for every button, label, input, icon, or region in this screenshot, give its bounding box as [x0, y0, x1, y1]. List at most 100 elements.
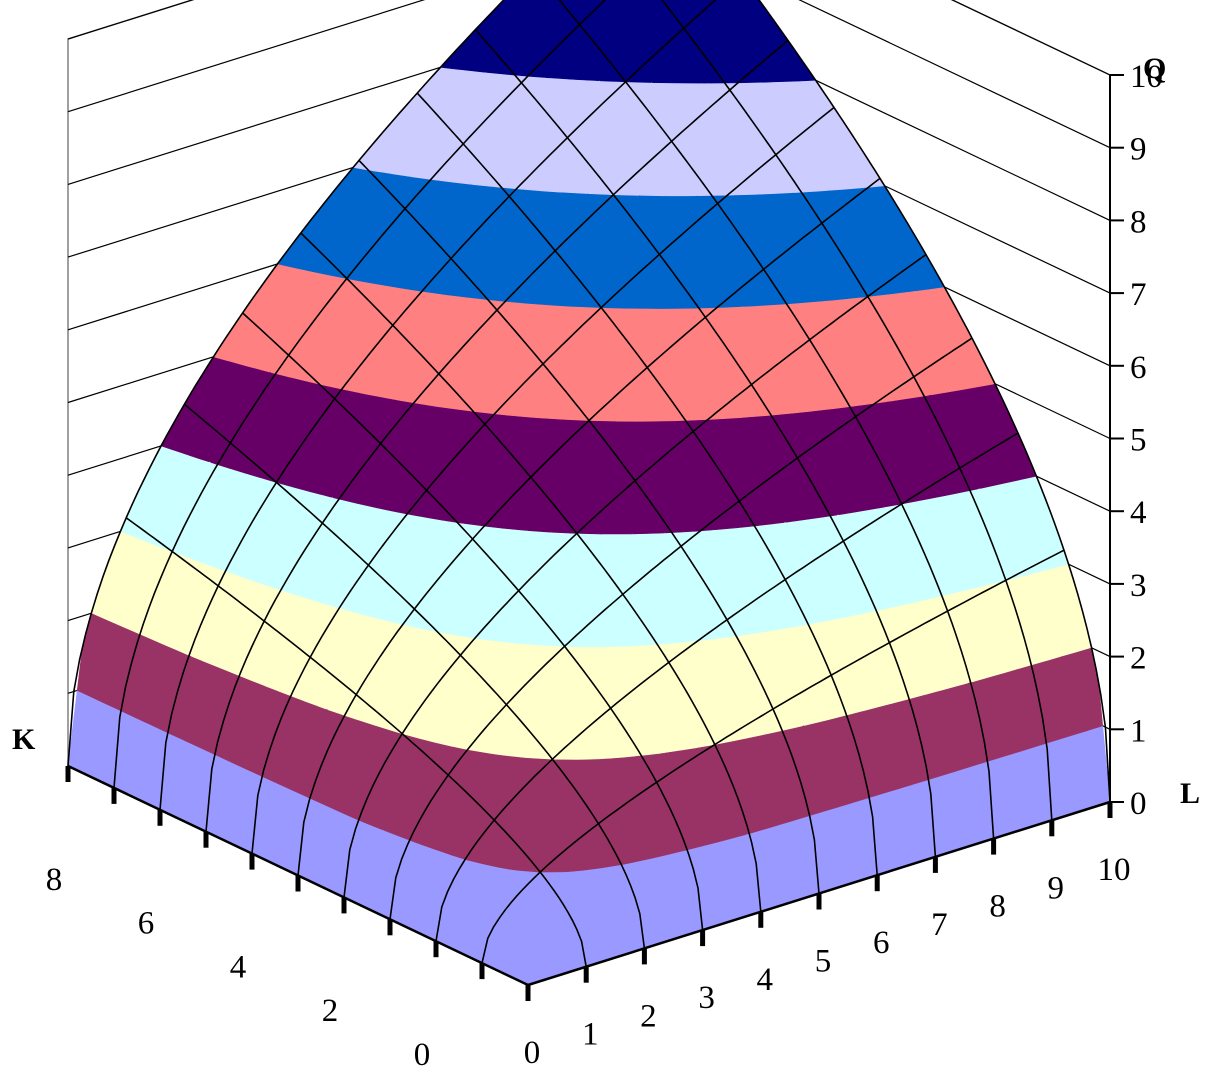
- surface-patch: [358, 390, 365, 395]
- surface-patch: [450, 172, 472, 185]
- surface-patch: [550, 66, 573, 80]
- q-tick-label: 0: [1130, 786, 1147, 822]
- l-tick-label: 5: [815, 944, 832, 980]
- surface-patch: [570, 863, 585, 872]
- surface-patch: [742, 413, 752, 418]
- surface-patch: [749, 297, 766, 307]
- surface-patch: [505, 745, 526, 758]
- q-tick-label: 4: [1130, 495, 1147, 531]
- wall-gridline: [67, 0, 1111, 149]
- surface-patch: [632, 524, 650, 535]
- k-tick-label: 6: [138, 906, 155, 942]
- surface-patch: [828, 182, 845, 191]
- surface-patch: [781, 409, 792, 415]
- surface-patch: [785, 292, 808, 305]
- surface-patch: [550, 292, 576, 307]
- surface-patch: [394, 395, 404, 402]
- q-tick-label: 7: [1130, 277, 1147, 313]
- surface-patch: [266, 584, 270, 587]
- k-tick-label: 2: [322, 993, 339, 1029]
- surface-patch: [838, 508, 849, 516]
- surface-patch: [615, 408, 640, 422]
- surface-patch: [316, 702, 327, 710]
- surface-patch: [574, 66, 600, 82]
- l-tick-label: 7: [931, 907, 948, 943]
- surface-patch: [323, 597, 340, 609]
- surface-patch: [390, 167, 406, 177]
- l-tick-label: 4: [757, 962, 774, 998]
- surface-patch: [678, 71, 702, 84]
- axes: 0123456789100246810012345678910: [46, 59, 1163, 1073]
- k-axis-title: K: [12, 723, 36, 756]
- mesh-line-k: [205, 39, 789, 832]
- wall-gridline: [67, 0, 1111, 76]
- surface-patch: [516, 632, 539, 646]
- l-axis-title: L: [1180, 777, 1200, 810]
- surface-patch: [808, 614, 826, 625]
- mesh-line-k: [435, 432, 1019, 942]
- q-tick-label: 8: [1130, 204, 1147, 240]
- q-tick-label: 3: [1130, 568, 1147, 604]
- surface-patch: [538, 405, 563, 420]
- k-tick-label: 4: [230, 949, 247, 985]
- surface-patch: [979, 484, 988, 489]
- surface-patch: [824, 298, 829, 302]
- surface-patch: [803, 719, 815, 726]
- surface-patch: [655, 751, 661, 755]
- q-tick-label: 2: [1130, 641, 1147, 677]
- surface-patch: [749, 826, 765, 834]
- q-tick-label: 5: [1130, 423, 1147, 459]
- surface-patch: [482, 70, 486, 73]
- q-tick-label: 6: [1130, 350, 1147, 386]
- mesh-line-k: [113, 0, 607, 788]
- surface-patch: [914, 284, 927, 292]
- l-tick-label: 2: [640, 998, 657, 1034]
- l-tick-label: 10: [1098, 852, 1131, 888]
- surface-patch: [627, 295, 653, 309]
- mesh-line-k: [343, 253, 927, 898]
- surface-patch: [455, 625, 476, 639]
- surface-patch: [485, 749, 494, 755]
- q-tick-label: 10: [1130, 59, 1163, 95]
- surface-patch: [259, 364, 271, 373]
- surface-patch: [401, 278, 423, 292]
- mesh-line-k: [159, 0, 717, 810]
- q-axis-title: Q: [1143, 52, 1166, 85]
- l-tick-label: 0: [524, 1035, 541, 1071]
- surface-patch: [538, 179, 561, 193]
- surface-patch: [202, 457, 210, 463]
- surface-patch: [785, 517, 794, 523]
- surface-patch: [527, 518, 551, 533]
- l-tick-label: 8: [989, 889, 1006, 925]
- surface-patch: [768, 80, 772, 83]
- surface-patch: [667, 184, 689, 197]
- surface-patch: [449, 743, 455, 748]
- surface-bands: [67, 0, 1111, 986]
- surface-patch: [494, 634, 509, 643]
- surface-patch: [970, 674, 987, 683]
- surface-patch: [293, 262, 306, 271]
- mesh-line-k: [481, 549, 1065, 964]
- surface-patch: [176, 647, 190, 656]
- surface-patch: [371, 503, 381, 509]
- surface-patch: [562, 179, 588, 194]
- l-tick-label: 3: [698, 980, 715, 1016]
- surface-patch: [322, 490, 333, 498]
- surface-patch: [656, 632, 679, 645]
- surface-patch: [579, 748, 601, 760]
- l-tick-label: 1: [582, 1017, 599, 1053]
- surface-patch: [639, 182, 665, 197]
- surface-patch: [441, 286, 457, 297]
- surface-plot: [67, 0, 1111, 986]
- surface-patch: [825, 406, 832, 410]
- surface-patch: [758, 182, 781, 195]
- q-tick-label: 1: [1130, 713, 1147, 749]
- surface-patch: [591, 634, 614, 648]
- surface-patch: [450, 849, 466, 860]
- k-tick-label: 0: [414, 1037, 431, 1073]
- surface-patch: [515, 406, 535, 418]
- surface-patch: [385, 617, 395, 623]
- surface-patch: [432, 402, 441, 408]
- k-tick-label: 8: [46, 862, 63, 898]
